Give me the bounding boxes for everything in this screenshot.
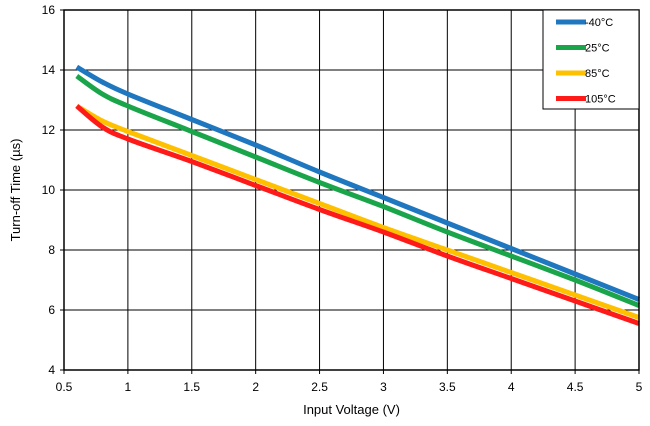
x-tick-label: 5 (636, 380, 643, 394)
y-tick-label: 10 (42, 183, 56, 197)
series-line (75, 104, 640, 326)
x-tick-label: 3 (380, 380, 387, 394)
x-tick-label: 1.5 (183, 380, 200, 394)
x-tick-label: 2.5 (311, 380, 328, 394)
y-tick-label: 14 (42, 63, 56, 77)
series-line (75, 73, 640, 308)
y-axis-ticks: 4 6 8 10 12 14 16 (42, 3, 64, 377)
x-tick-label: 1 (125, 380, 132, 394)
y-tick-label: 8 (48, 243, 55, 257)
x-axis-label: Input Voltage (V) (303, 402, 400, 417)
series-line (75, 64, 640, 302)
x-tick-label: 4 (508, 380, 515, 394)
legend-label: -40°C (585, 17, 613, 29)
legend-box (542, 9, 640, 110)
legend-label: 105°C (585, 94, 616, 106)
x-tick-label: 3.5 (439, 380, 456, 394)
legend: -40°C 25°C 85°C 105°C (542, 9, 640, 110)
x-tick-label: 2 (252, 380, 259, 394)
series-lines (75, 64, 640, 326)
x-tick-label: 0.5 (56, 380, 73, 394)
x-tick-label: 4.5 (567, 380, 584, 394)
y-tick-label: 4 (48, 363, 55, 377)
y-tick-label: 12 (42, 123, 56, 137)
series-line (75, 103, 640, 320)
y-tick-label: 6 (48, 303, 55, 317)
x-axis-ticks: 0.5 1 1.5 2 2.5 3 3.5 4 4.5 5 (56, 370, 643, 394)
legend-label: 85°C (585, 68, 610, 80)
legend-label: 25°C (585, 43, 610, 55)
y-tick-label: 16 (42, 3, 56, 17)
y-axis-label: Turn-off Time (µs) (8, 139, 23, 242)
